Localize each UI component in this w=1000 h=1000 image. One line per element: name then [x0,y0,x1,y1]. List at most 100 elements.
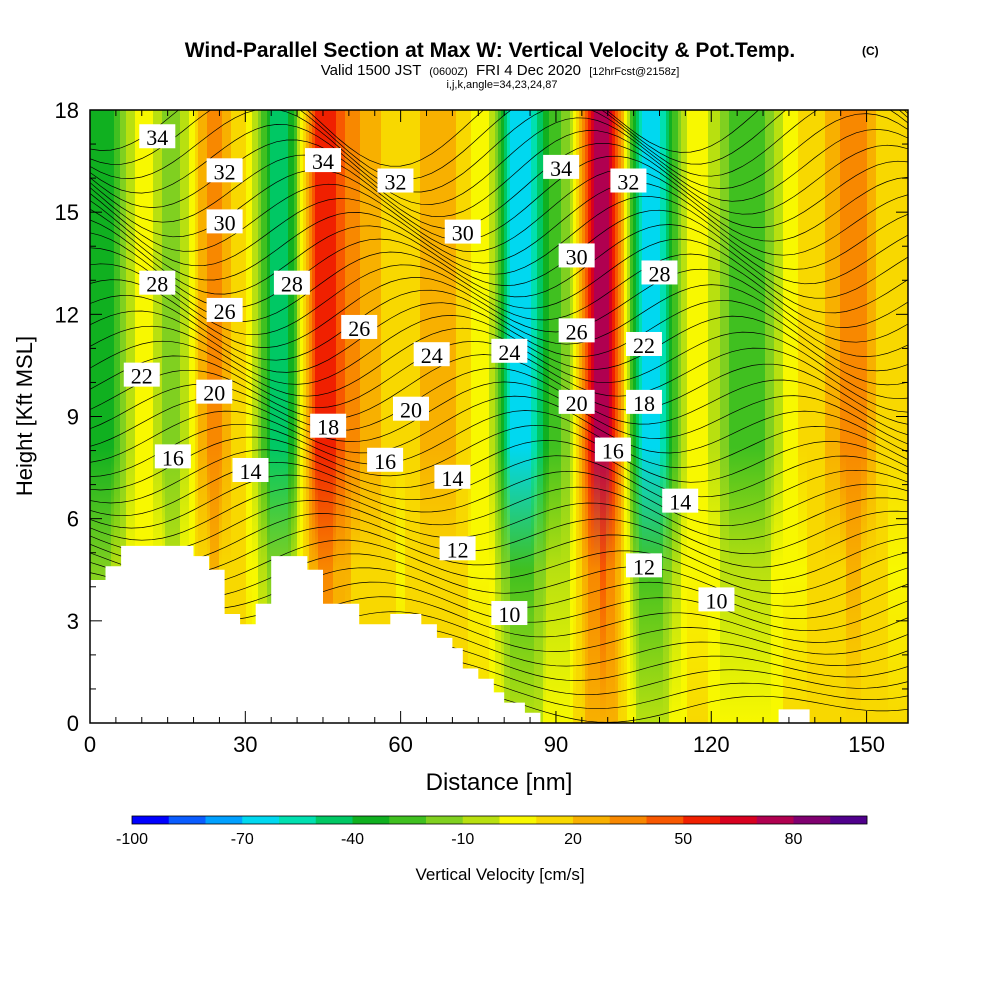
colorbar-swatch [426,816,464,824]
isentrope-label: 30 [558,243,595,269]
isentrope-contours [90,110,908,723]
colorbar-swatch [168,816,206,824]
isentrope-label-text: 10 [705,588,727,613]
isentrope-line [90,268,908,348]
isentrope-label-text: 14 [239,459,261,484]
isentrope-label: 14 [232,457,269,484]
isentrope-label-text: 16 [374,449,396,474]
isentrope-label-box [304,148,341,173]
isentrope-label-box [377,168,414,193]
isentrope-label: 28 [641,260,678,286]
x-tick-labels: 0 30 60 90 120 150 [84,732,885,757]
isentrope-label: 14 [434,464,471,491]
isentrope-line [90,253,908,336]
isentrope-label-box [491,601,528,626]
isentrope-label-text: 30 [452,221,474,246]
isentrope-label-box [139,270,176,295]
x-axis-label: Distance [nm] [426,769,573,796]
colorbar [131,815,868,825]
isentrope-label-text: 28 [648,261,670,286]
isentrope-line [90,539,908,594]
isentrope-line [90,299,908,373]
colorbar-tick-label: -70 [231,831,254,848]
isentrope-label-text: 26 [566,319,588,344]
colorbar-swatch [683,816,721,824]
isentrope-label-box [341,314,378,339]
isentrope-label-text: 26 [214,299,236,324]
y-tick-label: 18 [55,98,79,123]
isentrope-line [90,113,908,205]
isentrope-line [90,486,908,541]
isentrope-label-box [625,389,662,414]
isentrope-label: 30 [206,209,243,235]
isentrope-label-text: 14 [441,466,463,491]
colorbar-tick-label: 50 [674,831,692,848]
isentrope-label: 20 [196,379,233,406]
isentrope-label-text: 30 [214,210,236,235]
chart-title: Wind-Parallel Section at Max W: Vertical… [185,39,796,62]
y-tick-label: 15 [55,200,79,225]
isentrope-label: 10 [491,601,528,627]
colorbar-tick-labels: -100 -70 -40 -10 20 50 80 [116,831,803,848]
isentrope-label-text: 34 [146,125,168,150]
isentrope-line [90,553,908,607]
x-tick-label: 120 [693,732,730,757]
isentrope-label-text: 28 [146,272,168,297]
isentrope-label: 24 [491,338,528,365]
isentrope-label-box [698,587,735,612]
isentrope-label-box [625,331,662,356]
isentrope-line [90,513,908,568]
isentrope-label-text: 12 [633,554,655,579]
isentrope-label-box [206,158,243,183]
isentrope-line [90,410,908,477]
isentrope-line [90,168,908,253]
isentrope-label-box [123,362,160,387]
colorbar-frame [131,815,868,825]
chart-subtitle-indices: i,j,k,angle=34,23,24,87 [446,79,557,91]
isentrope-label: 26 [341,314,378,341]
isentrope-label-text: 14 [669,490,691,515]
isentrope-label: 32 [206,158,243,184]
isentrope-label-box [154,444,191,469]
subtitle-zulu: (0600Z) [429,66,468,78]
isentrope-label: 22 [123,362,160,389]
isentrope-label: 26 [558,318,595,344]
isentrope-labels: 34 32 34 32 34 32 30 30 30 28 28 28 26 26 26 24 24 22 22 20… [123,124,735,627]
colorbar-swatch [720,816,758,824]
isentrope-label-box [641,260,678,285]
isentrope-label-box [206,209,243,234]
isentrope-label-text: 30 [566,244,588,269]
isentrope-label-text: 34 [312,149,334,174]
isentrope-label: 16 [367,447,404,474]
isentrope-label-box [139,124,176,149]
y-tick-label: 9 [67,405,79,430]
subtitle-forecast: [12hrFcst@2158z] [589,66,679,78]
colorbar-swatch [793,816,831,824]
isentrope-label-box [610,168,647,193]
isentrope-label-text: 26 [348,316,370,341]
isentrope-line [90,327,908,400]
isentrope-label-box [625,553,662,578]
isentrope-label-box [444,219,481,244]
isentrope-label-text: 18 [633,391,655,416]
isentrope-label-box [273,270,310,295]
isentrope-label-text: 32 [214,159,236,184]
x-tick-label: 60 [388,732,412,757]
isentrope-label-text: 28 [281,272,303,297]
isentrope-line [90,182,908,267]
isentrope-label: 18 [625,389,662,416]
y-tick-label: 12 [55,302,79,327]
colorbar-tick-label: 80 [785,831,803,848]
colorbar-tick-label: -100 [116,831,148,848]
terrain-fill [90,545,908,723]
isentrope-label: 34 [304,148,341,174]
y-tick-labels: 0 3 6 9 12 15 18 [55,98,79,736]
isentrope-line [90,455,908,517]
isentrope-label: 20 [392,396,429,423]
isentrope-label: 20 [558,389,595,416]
colorbar-swatch [646,816,684,824]
isentrope-line [90,110,908,193]
isentrope-line [90,470,908,529]
isentrope-line [90,424,908,491]
isentrope-label-text: 20 [400,398,422,423]
